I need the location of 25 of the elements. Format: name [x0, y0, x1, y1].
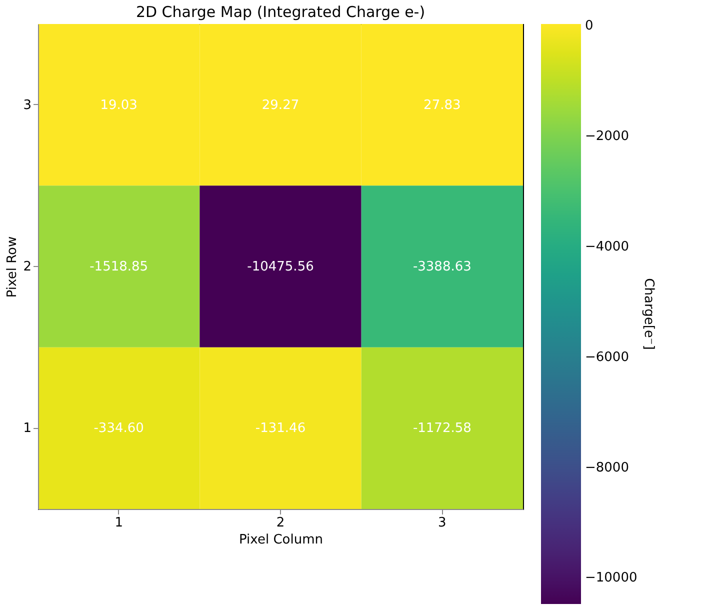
- color-bar-title: Charge[e⁻]: [641, 278, 656, 350]
- x-axis-title: Pixel Column: [239, 532, 323, 548]
- data-label: -334.60: [94, 421, 144, 436]
- x-tick-label: 2: [276, 516, 285, 530]
- color-bar-label: −10000: [585, 570, 638, 586]
- data-label: 19.03: [100, 98, 138, 113]
- data-label: -1518.85: [90, 260, 148, 274]
- data-label: 27.83: [424, 98, 461, 113]
- data-label: -131.46: [255, 421, 306, 436]
- color-bar-label: −4000: [585, 239, 629, 254]
- color-bar-label: −6000: [585, 350, 629, 365]
- data-label: -10475.56: [247, 260, 314, 274]
- chart-title: 2D Charge Map (Integrated Charge e-): [136, 3, 426, 21]
- x-tick-label: 3: [438, 516, 446, 530]
- y-tick-label: 1: [23, 421, 32, 436]
- y-axis-title: Pixel Row: [5, 236, 20, 298]
- x-tick-label: 1: [114, 516, 123, 530]
- color-bar-label: 0: [585, 18, 594, 34]
- color-bar-label: −2000: [585, 129, 629, 144]
- data-label: -3388.63: [412, 260, 472, 274]
- data-label: -1172.58: [412, 421, 472, 436]
- color-bar-label: −8000: [585, 460, 629, 476]
- y-tick-label: 2: [23, 260, 32, 274]
- data-label: 29.27: [262, 98, 300, 113]
- y-tick-label: 3: [23, 98, 32, 113]
